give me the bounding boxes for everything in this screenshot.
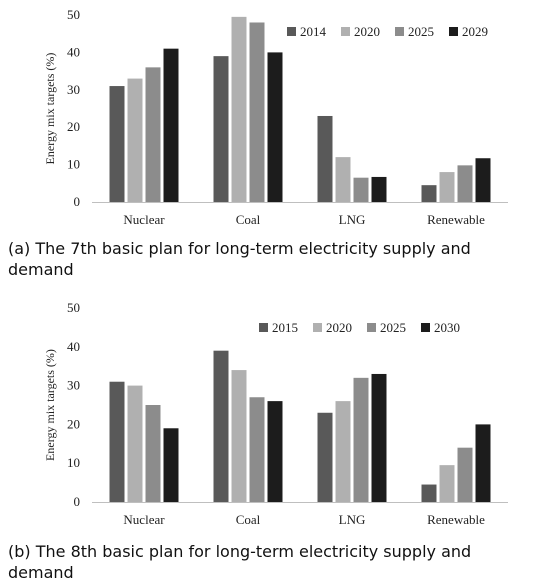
bar-nuclear-2025 — [145, 67, 161, 202]
caption-a: (a) The 7th basic plan for long-term ele… — [8, 239, 471, 279]
bar-coal-2015 — [213, 350, 229, 502]
y-tick-label: 30 — [67, 378, 80, 393]
bar-lng-2030 — [371, 373, 387, 502]
legend-label-2014: 2014 — [300, 24, 327, 39]
bar-renewable-2025 — [457, 165, 473, 202]
bar-renewable-2020 — [439, 465, 455, 502]
bar-coal-2020 — [231, 16, 247, 203]
bar-coal-2014 — [213, 56, 229, 202]
chart-b: Energy mix targets (%)01020304050Nuclear… — [43, 300, 508, 527]
bar-renewable-2029 — [475, 158, 491, 202]
bar-nuclear-2025 — [145, 405, 161, 502]
legend-label-2030: 2030 — [434, 320, 460, 335]
bar-renewable-2020 — [439, 172, 455, 202]
bar-nuclear-2014 — [109, 86, 125, 202]
legend-label-2025: 2025 — [408, 24, 434, 39]
legend-swatch-2015 — [259, 323, 268, 332]
x-category-label: Renewable — [427, 512, 485, 527]
legend-swatch-2029 — [449, 27, 458, 36]
bar-coal-2025 — [249, 397, 265, 502]
legend-label-2020: 2020 — [326, 320, 352, 335]
y-tick-label: 50 — [67, 300, 80, 315]
bar-lng-2025 — [353, 177, 369, 202]
bar-nuclear-2015 — [109, 381, 125, 502]
y-tick-label: 0 — [74, 194, 81, 209]
y-tick-label: 20 — [67, 416, 80, 431]
y-tick-label: 30 — [67, 82, 80, 97]
chart-a: Energy mix targets (%) 0 10 20 30 40 50 Nuclear… — [43, 7, 508, 227]
legend-label-2020: 2020 — [354, 24, 380, 39]
x-category-label: Coal — [236, 512, 261, 527]
legend-label-2025: 2025 — [380, 320, 406, 335]
bar-renewable-2025 — [457, 447, 473, 502]
bar-coal-2020 — [231, 370, 247, 502]
bar-nuclear-2030 — [163, 428, 179, 502]
x-category-label: Coal — [236, 212, 261, 227]
legend-swatch-2020 — [313, 323, 322, 332]
bar-nuclear-2029 — [163, 48, 179, 202]
bar-coal-2030 — [267, 401, 283, 502]
y-tick-label: 40 — [67, 339, 80, 354]
legend-swatch-2030 — [421, 323, 430, 332]
y-tick-label: 50 — [67, 7, 80, 22]
bar-lng-2015 — [317, 412, 333, 502]
y-axis-label: Energy mix targets (%) — [43, 53, 57, 165]
x-category-label: Renewable — [427, 212, 485, 227]
bar-coal-2025 — [249, 22, 265, 203]
bar-renewable-2014 — [421, 185, 437, 202]
x-category-label: LNG — [339, 212, 366, 227]
legend-swatch-2025 — [395, 27, 404, 36]
bar-lng-2025 — [353, 377, 369, 502]
bar-nuclear-2020 — [127, 78, 143, 202]
y-tick-label: 20 — [67, 119, 80, 134]
legend-label-2015: 2015 — [272, 320, 298, 335]
legend-label-2029: 2029 — [462, 24, 488, 39]
y-tick-label: 0 — [74, 494, 81, 509]
y-tick-label: 10 — [67, 157, 80, 172]
legend-swatch-2020 — [341, 27, 350, 36]
y-axis-label: Energy mix targets (%) — [43, 349, 57, 461]
bar-lng-2020 — [335, 157, 351, 202]
y-tick-label: 10 — [67, 455, 80, 470]
legend-swatch-2025 — [367, 323, 376, 332]
caption-b: (b) The 8th basic plan for long-term ele… — [8, 542, 472, 582]
y-tick-label: 40 — [67, 44, 80, 59]
bar-renewable-2030 — [475, 424, 491, 502]
bar-nuclear-2020 — [127, 385, 143, 502]
bar-lng-2020 — [335, 401, 351, 502]
x-category-label: Nuclear — [123, 212, 165, 227]
bar-coal-2029 — [267, 52, 283, 203]
x-category-label: Nuclear — [123, 512, 165, 527]
legend-swatch-2014 — [287, 27, 296, 36]
bar-lng-2029 — [371, 176, 387, 202]
bar-lng-2014 — [317, 115, 333, 202]
bar-renewable-2015 — [421, 484, 437, 502]
x-category-label: LNG — [339, 512, 366, 527]
